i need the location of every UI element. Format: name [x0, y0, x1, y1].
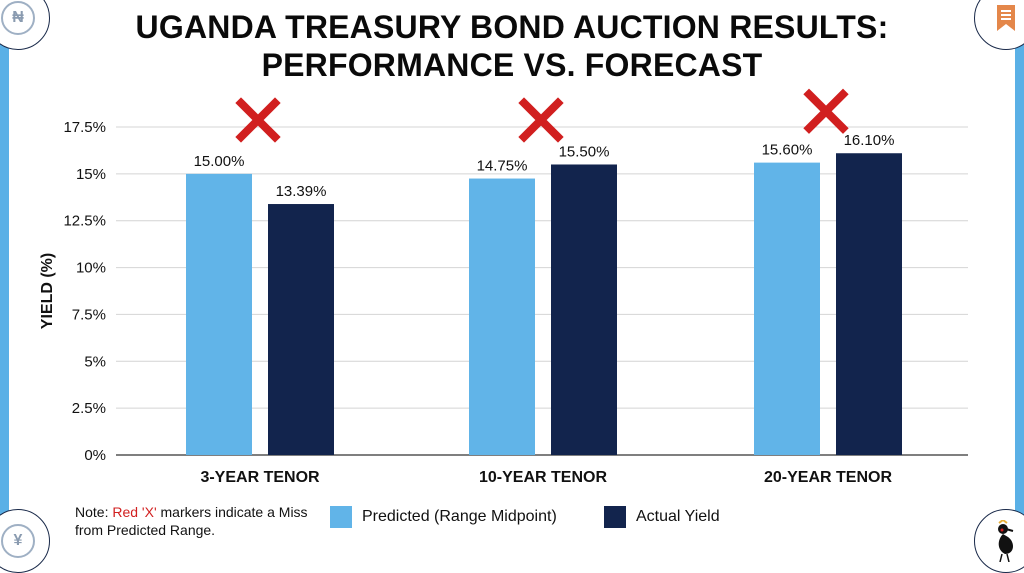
y-tick-label: 10% [76, 260, 106, 277]
legend-item-predicted: Predicted (Range Midpoint) [330, 506, 557, 528]
right-frame-bar [1015, 0, 1024, 559]
y-tick-label: 7.5% [72, 306, 106, 323]
data-label: 14.75% [477, 158, 528, 175]
note-suffix: markers indicate a Miss from Predicted R… [75, 504, 308, 538]
y-tick-label: 15% [76, 166, 106, 183]
bar-chart: 0% 2.5% 5% 7.5% 10% 12.5% 15% 17.5% YIELD (%) 15.… [39, 88, 968, 486]
bar-predicted [186, 173, 252, 455]
naira-coin-icon: ₦ [0, 0, 50, 50]
legend-swatch-predicted [330, 506, 352, 528]
y-axis-label: YIELD (%) [39, 253, 56, 329]
miss-marker-icon [235, 97, 281, 143]
legend-label-actual: Actual Yield [636, 508, 720, 525]
data-label: 16.10% [844, 132, 895, 149]
bar-actual [836, 153, 902, 456]
data-label: 15.00% [194, 153, 245, 170]
chart-title-line-1: UGANDA TREASURY BOND AUCTION RESULTS: [135, 9, 889, 45]
miss-marker-icon [803, 88, 849, 134]
data-label: 13.39% [276, 183, 327, 200]
note-highlight: Red 'X' [112, 504, 157, 520]
legend-swatch-actual [604, 506, 626, 528]
x-tick-label: 20-YEAR TENOR [764, 469, 892, 486]
y-tick-label: 12.5% [63, 213, 106, 230]
legend-label-predicted: Predicted (Range Midpoint) [362, 508, 557, 525]
data-label: 15.50% [559, 143, 610, 160]
note-prefix: Note: [75, 504, 113, 520]
y-tick-label: 0% [84, 447, 106, 464]
bar-predicted [754, 162, 820, 455]
bar-actual [268, 204, 334, 455]
miss-marker-icon [518, 97, 564, 143]
y-tick-label: 2.5% [72, 400, 106, 417]
bar-predicted [469, 178, 535, 456]
x-tick-label: 3-YEAR TENOR [200, 469, 320, 486]
x-tick-label: 10-YEAR TENOR [479, 469, 607, 486]
chart-title-line-2: PERFORMANCE VS. FORECAST [261, 47, 763, 83]
bar-actual [551, 164, 617, 455]
chart-title: UGANDA TREASURY BOND AUCTION RESULTS: PE… [0, 8, 1024, 84]
bookmark-ribbon-icon [974, 0, 1024, 50]
legend-note: Note: Red 'X' markers indicate a Miss fr… [75, 503, 315, 539]
y-tick-label: 5% [84, 353, 106, 370]
legend-item-actual: Actual Yield [604, 506, 720, 528]
y-tick-label: 17.5% [63, 119, 106, 136]
data-label: 15.60% [762, 142, 813, 159]
left-frame-bar [0, 0, 9, 559]
